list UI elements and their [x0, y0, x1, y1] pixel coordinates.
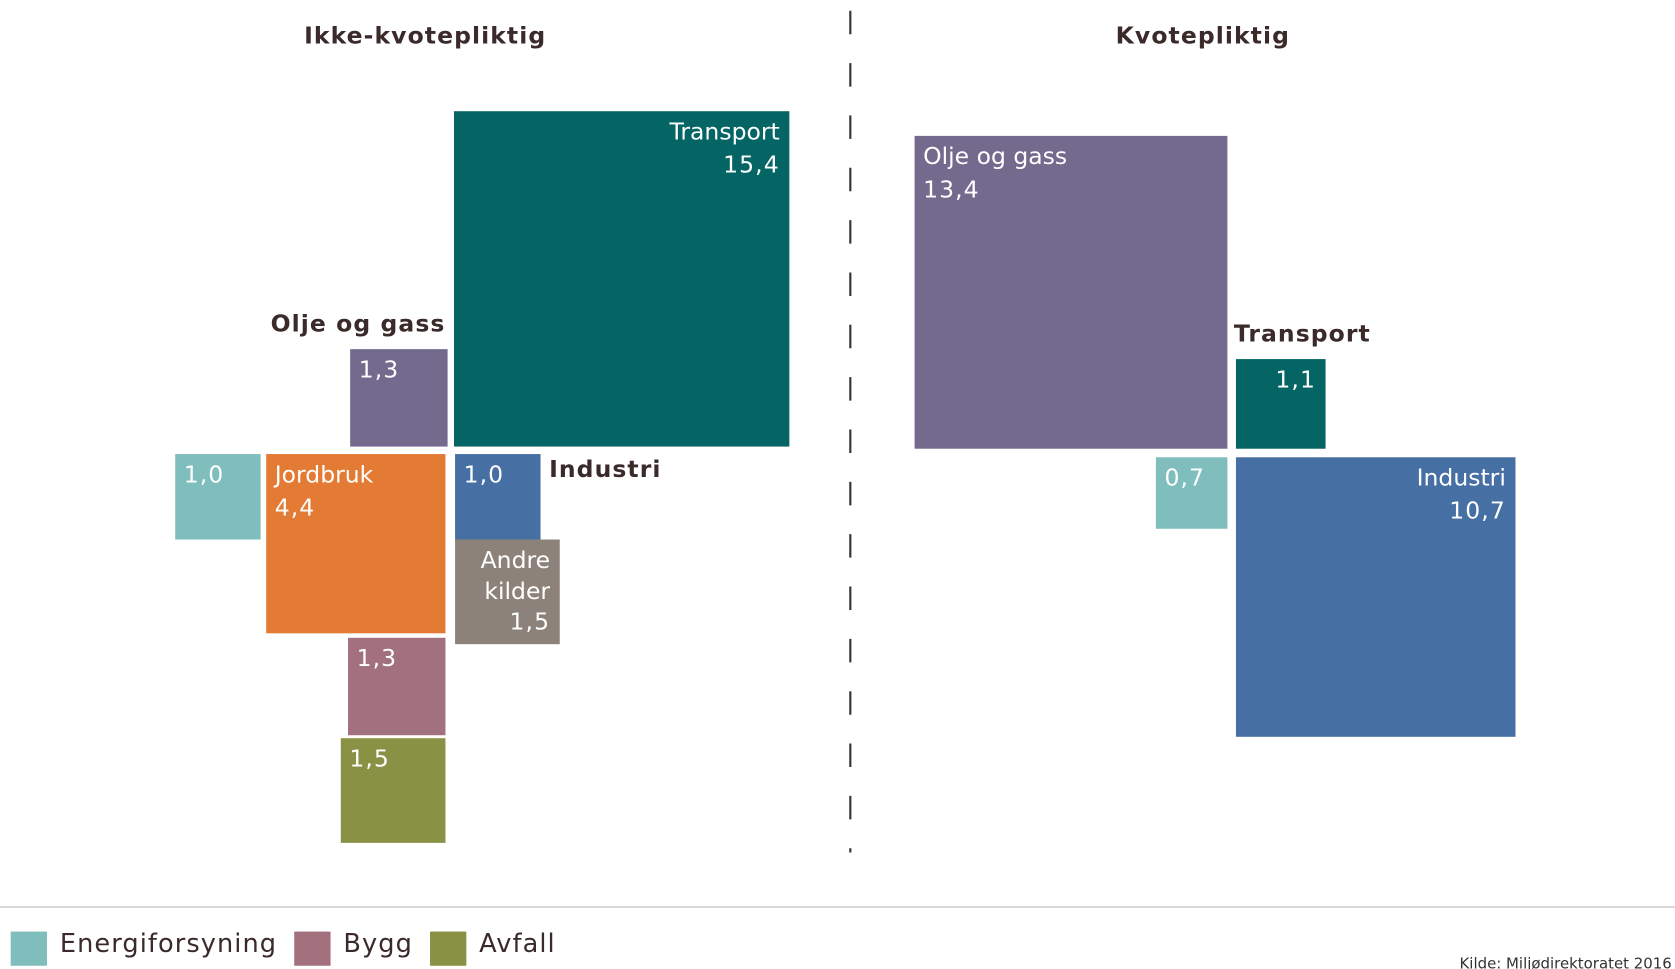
- category-label: Andre kilder: [481, 546, 551, 605]
- legend-swatch: [294, 931, 331, 966]
- legend-label: Avfall: [479, 929, 556, 959]
- legend-swatch: [10, 931, 48, 966]
- category-label: Transport: [1234, 319, 1371, 347]
- source: Kilde: Miljødirektoratet 2016: [1460, 954, 1672, 969]
- panel-title: Ikke-kvotepliktig: [304, 21, 546, 49]
- value-label: 13,4: [923, 175, 980, 203]
- square: [266, 454, 446, 634]
- square: [454, 111, 790, 447]
- legend-label: Energiforsyning: [60, 929, 277, 959]
- value-label: 1,1: [1275, 365, 1316, 393]
- value-label: 10,7: [1449, 497, 1506, 525]
- value-label: 0,7: [1164, 464, 1205, 492]
- value-label: 1,0: [184, 460, 225, 488]
- legend-label: Bygg: [343, 929, 413, 959]
- square: [340, 738, 446, 843]
- value-label: 4,4: [275, 493, 316, 521]
- square: [350, 349, 448, 447]
- category-label: Olje og gass: [271, 309, 446, 337]
- category-label: Industri: [549, 455, 661, 483]
- square: [1155, 457, 1228, 529]
- category-label: Jordbruk: [273, 460, 374, 488]
- legend-swatch: [430, 931, 467, 966]
- value-label: 1,3: [359, 355, 400, 383]
- category-label: Olje og gass: [923, 142, 1067, 170]
- square: [348, 637, 446, 736]
- square: [914, 135, 1228, 449]
- square: [1235, 457, 1516, 737]
- square: [1235, 359, 1326, 449]
- value-label: 1,0: [464, 460, 505, 488]
- category-label: Industri: [1417, 464, 1506, 492]
- square: [175, 454, 261, 540]
- square: [455, 454, 541, 540]
- value-label: 1,5: [510, 608, 551, 636]
- category-label: Transport: [668, 117, 779, 145]
- value-label: 1,5: [349, 744, 390, 772]
- square: [455, 539, 560, 645]
- value-label: 15,4: [723, 151, 780, 179]
- value-label: 1,3: [357, 644, 398, 672]
- panel-title: Kvotepliktig: [1116, 21, 1290, 49]
